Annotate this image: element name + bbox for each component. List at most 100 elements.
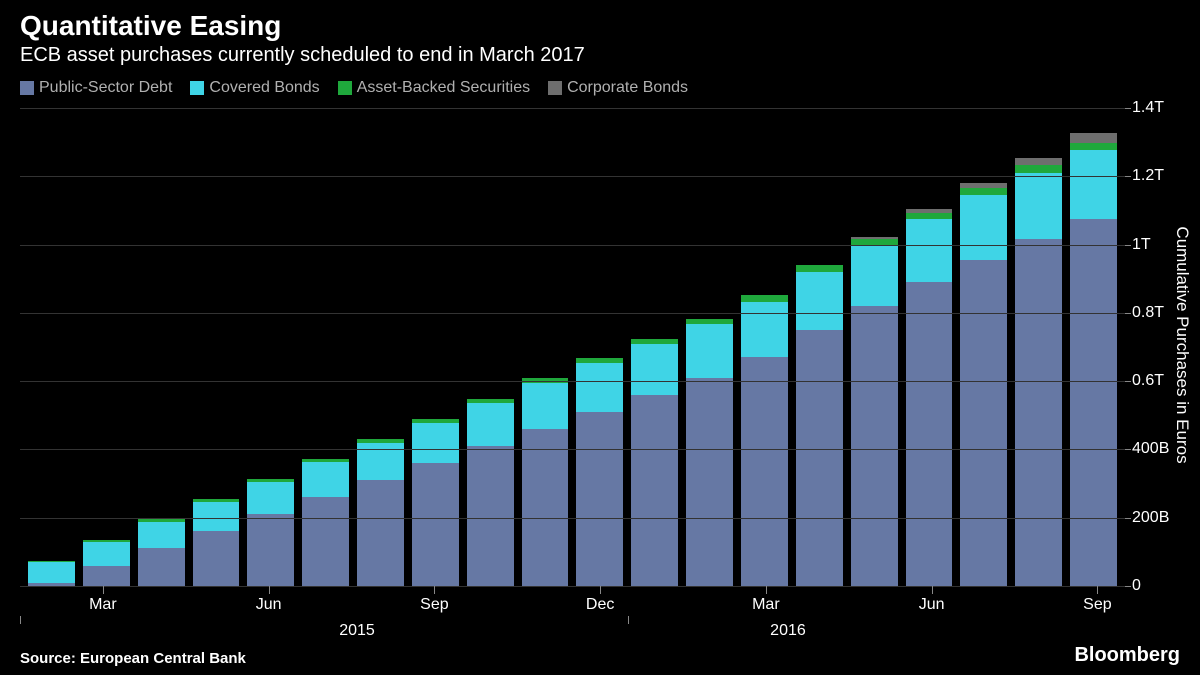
grid-line — [20, 449, 1125, 450]
x-axis-tick — [932, 586, 933, 594]
bar-segment — [741, 302, 788, 358]
bar-segment — [1070, 133, 1117, 143]
grid-line — [20, 313, 1125, 314]
bar — [247, 479, 294, 586]
legend-item: Asset-Backed Securities — [338, 79, 530, 97]
x-axis-tick — [103, 586, 104, 594]
bar — [741, 295, 788, 586]
legend-item: Covered Bonds — [190, 79, 319, 97]
bar-segment — [467, 446, 514, 586]
bar-segment — [851, 306, 898, 586]
y-axis-label: 1T — [1132, 236, 1151, 254]
bar-segment — [851, 246, 898, 306]
bar-segment — [631, 344, 678, 395]
bar-segment — [960, 260, 1007, 586]
bar-segment — [1015, 165, 1062, 172]
bar — [851, 237, 898, 586]
y-axis-label: 200B — [1132, 509, 1169, 527]
x-axis-month-label: Sep — [1083, 596, 1111, 614]
bar-segment — [906, 219, 953, 282]
bar-segment — [522, 429, 569, 586]
x-axis-tick — [269, 586, 270, 594]
grid-line — [20, 176, 1125, 177]
bar-segment — [686, 378, 733, 586]
bar — [686, 319, 733, 586]
bar-segment — [686, 324, 733, 377]
y-axis-label: 1.2T — [1132, 167, 1164, 185]
bar — [1015, 158, 1062, 586]
bar-segment — [83, 566, 130, 586]
bar-segment — [960, 188, 1007, 195]
grid-line — [20, 108, 1125, 109]
y-axis-label: 0 — [1132, 577, 1141, 595]
bar-segment — [193, 531, 240, 586]
legend-label: Covered Bonds — [209, 79, 319, 97]
bar-segment — [1015, 158, 1062, 166]
legend-swatch — [190, 81, 204, 95]
x-axis-tick — [434, 586, 435, 594]
legend-label: Public-Sector Debt — [39, 79, 172, 97]
bar-segment — [960, 195, 1007, 260]
x-axis-month-label: Mar — [752, 596, 780, 614]
bar — [193, 499, 240, 586]
x-axis-year-tick — [20, 616, 21, 624]
bar-segment — [522, 383, 569, 429]
y-axis-tick — [1125, 176, 1131, 177]
bar-segment — [467, 403, 514, 446]
bar-segment — [193, 502, 240, 531]
bar-segment — [138, 548, 185, 586]
y-axis-title: Cumulative Purchases in Euros — [1172, 226, 1192, 463]
x-axis-year-tick — [628, 616, 629, 624]
chart-bars — [20, 108, 1125, 586]
chart-header: Quantitative Easing ECB asset purchases … — [0, 0, 1200, 71]
bar-segment — [1070, 143, 1117, 151]
legend-item: Public-Sector Debt — [20, 79, 172, 97]
bar-segment — [1015, 173, 1062, 240]
x-axis-month-label: Mar — [89, 596, 117, 614]
bar — [138, 519, 185, 586]
x-axis-tick — [1097, 586, 1098, 594]
bar-segment — [83, 542, 130, 566]
bar — [522, 378, 569, 586]
bar-segment — [1070, 219, 1117, 586]
bar-segment — [1070, 150, 1117, 219]
y-axis-tick — [1125, 586, 1131, 587]
bar-segment — [247, 514, 294, 586]
legend-swatch — [338, 81, 352, 95]
y-axis-tick — [1125, 108, 1131, 109]
x-axis-month-label: Dec — [586, 596, 614, 614]
x-axis: MarJunSepDecMarJunSep 20152016 — [20, 586, 1125, 640]
y-axis-tick — [1125, 518, 1131, 519]
bar-segment — [247, 482, 294, 514]
brand-label: Bloomberg — [1074, 644, 1180, 667]
bar — [357, 439, 404, 586]
x-axis-month-label: Sep — [420, 596, 448, 614]
bar — [302, 459, 349, 586]
y-axis-tick — [1125, 449, 1131, 450]
y-axis-tick — [1125, 381, 1131, 382]
y-axis-tick — [1125, 245, 1131, 246]
bar-segment — [302, 497, 349, 586]
y-axis-label: 1.4T — [1132, 99, 1164, 117]
bar — [576, 358, 623, 586]
bar-segment — [576, 363, 623, 411]
bar-segment — [1015, 239, 1062, 586]
bar-segment — [357, 443, 404, 481]
bar-segment — [741, 357, 788, 586]
y-axis-label: 400B — [1132, 440, 1169, 458]
grid-line — [20, 518, 1125, 519]
x-axis-year-label: 2015 — [339, 622, 375, 640]
bar-segment — [412, 463, 459, 586]
grid-line — [20, 381, 1125, 382]
chart-title: Quantitative Easing — [20, 10, 1180, 42]
x-axis-month-label: Jun — [919, 596, 945, 614]
y-axis-label: 0.6T — [1132, 372, 1164, 390]
bar — [412, 419, 459, 586]
chart-legend: Public-Sector Debt Covered Bonds Asset-Bac… — [0, 71, 1200, 99]
legend-swatch — [20, 81, 34, 95]
legend-label: Corporate Bonds — [567, 79, 688, 97]
y-axis-label: 0.8T — [1132, 304, 1164, 322]
legend-item: Corporate Bonds — [548, 79, 688, 97]
chart-plot-area — [20, 108, 1125, 586]
x-axis-tick — [766, 586, 767, 594]
